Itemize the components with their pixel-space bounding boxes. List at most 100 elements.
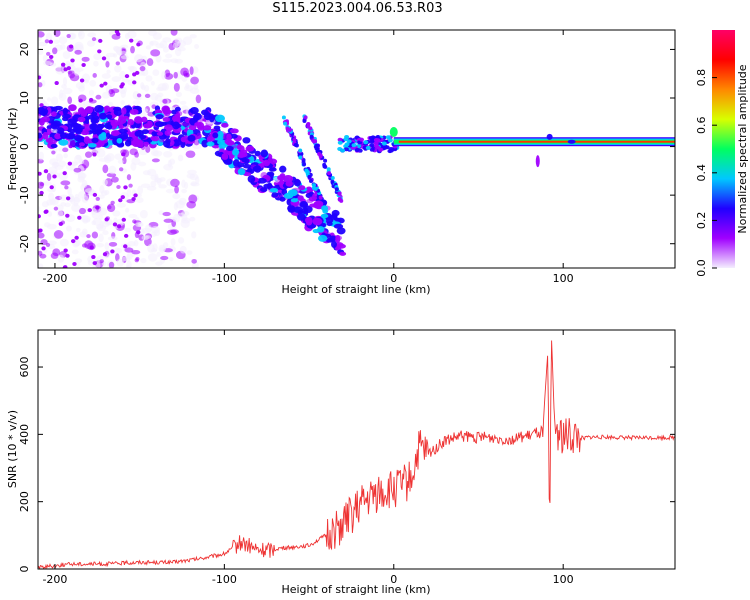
spectrogram-cell — [89, 245, 94, 250]
spectrogram-cell — [73, 167, 82, 173]
spectrogram-cell — [51, 150, 56, 155]
spectrogram-cell — [320, 213, 329, 219]
spectrogram-cell — [132, 80, 137, 85]
spectrogram-cell — [67, 96, 73, 105]
spectrogram-cell — [263, 183, 273, 189]
spectrogram-cell — [101, 91, 111, 99]
spectrogram-cell — [133, 193, 138, 198]
snr-frame — [37, 329, 676, 570]
spectrogram-cell — [43, 222, 51, 228]
spectrogram-cell — [120, 100, 125, 105]
spectrogram-y-tick-label: 10 — [18, 91, 31, 105]
spectrogram-cell — [322, 209, 329, 214]
spectrogram-cell — [140, 84, 146, 91]
spectrogram-cell — [102, 230, 109, 236]
spectrogram-cell — [144, 224, 152, 233]
spectrogram-cell — [114, 64, 122, 73]
spectrogram-cell — [207, 136, 215, 142]
spectrogram-cell — [145, 75, 153, 82]
spectrogram-cell — [92, 261, 97, 266]
spectrogram-cell — [98, 157, 109, 162]
steady-line-peak — [398, 140, 675, 143]
spectrogram-cell — [53, 230, 64, 239]
spectrogram-cell — [92, 217, 103, 226]
spectrogram-cell — [287, 127, 292, 132]
spectrogram-cell — [65, 213, 70, 218]
spectrogram-cell — [305, 218, 313, 226]
spectrogram-cell — [170, 238, 176, 246]
spectrogram-cell — [53, 39, 60, 44]
spectrogram-cell — [74, 137, 83, 142]
spectrogram-cell — [201, 139, 209, 148]
spectrogram-cell — [44, 39, 50, 44]
spectrogram-cell — [110, 88, 120, 94]
spectrogram-cell — [78, 142, 85, 147]
spectrogram-cell — [336, 243, 346, 249]
spectrogram-cell — [123, 233, 129, 238]
spectrogram-cell — [78, 85, 85, 92]
spectrogram-cell — [327, 171, 332, 176]
spectrogram-cell — [158, 184, 167, 189]
spectrogram-cell — [344, 142, 350, 147]
spectrogram-cell — [315, 147, 320, 152]
spectrogram-cell — [55, 153, 64, 162]
spectrogram-cell — [70, 58, 75, 63]
spectrogram-cell — [66, 139, 77, 147]
spectrogram-cell — [238, 151, 248, 158]
spectrogram-cell — [121, 107, 127, 115]
spectrogram-cell — [246, 167, 253, 173]
spectrogram-cell — [363, 140, 369, 145]
spectrogram-cell — [174, 37, 183, 44]
spectrogram-cell — [303, 115, 308, 120]
spectrogram-cell — [306, 124, 311, 129]
spectrogram-x-tick-label: 0 — [390, 272, 397, 285]
spectrogram-cell — [245, 145, 255, 152]
spectrogram-cell — [170, 178, 180, 187]
spectrogram-cell — [172, 42, 179, 49]
spectrogram-cell — [78, 31, 83, 37]
spectrogram-cell — [159, 40, 168, 49]
spectrogram-y-axis-label: Frequency (Hz) — [6, 108, 19, 191]
spectrogram-cell — [158, 210, 164, 216]
spectrogram-cell — [46, 172, 52, 182]
spectrogram-cell — [222, 132, 229, 140]
spectrogram-cell — [134, 70, 140, 75]
spectrogram-cell — [127, 65, 135, 71]
spectrogram-cell — [175, 91, 182, 98]
spectrogram-cell — [326, 221, 333, 227]
snr-y-axis-label: SNR (10 * v/v) — [6, 410, 19, 488]
spectrogram-cell — [279, 165, 287, 173]
spectrogram-cell — [118, 128, 128, 134]
spectrogram-cell — [90, 116, 97, 125]
spectrogram-cell — [140, 257, 147, 264]
spectrogram-cell — [68, 44, 74, 49]
spectrogram-cell — [134, 116, 142, 124]
spectrogram-cell — [152, 150, 163, 157]
spectrogram-cell — [150, 49, 161, 57]
spectrogram-cell — [124, 33, 130, 40]
spectrogram-cell — [254, 150, 261, 157]
spectrogram-cell — [281, 115, 286, 120]
spectrogram-cell — [47, 187, 56, 193]
spectrogram-cell — [181, 214, 188, 221]
spectrogram-cell — [58, 92, 67, 101]
spectrogram-cell — [62, 76, 68, 86]
spectrogram-cell — [76, 227, 81, 233]
spectrogram-cell — [68, 104, 77, 112]
spectrogram-cell — [138, 161, 147, 167]
spectrogram-cell — [46, 51, 51, 56]
spectrogram-cell — [39, 253, 47, 259]
spectrogram-cell — [226, 145, 234, 152]
spectrogram-cell — [302, 162, 307, 167]
spectrogram-cell — [50, 121, 60, 130]
spectrogram-cell — [74, 41, 84, 51]
spectrogram-cell — [95, 196, 100, 201]
spectrogram-cell — [144, 235, 151, 240]
spectrogram-cell — [78, 98, 83, 103]
spectrogram-cell — [260, 187, 268, 193]
spectrogram-cell — [166, 229, 177, 235]
spectrogram-cell — [256, 177, 267, 184]
spectrogram-cell — [113, 247, 121, 256]
spectrogram-cell — [117, 116, 127, 125]
spectrogram-cell — [92, 72, 97, 78]
